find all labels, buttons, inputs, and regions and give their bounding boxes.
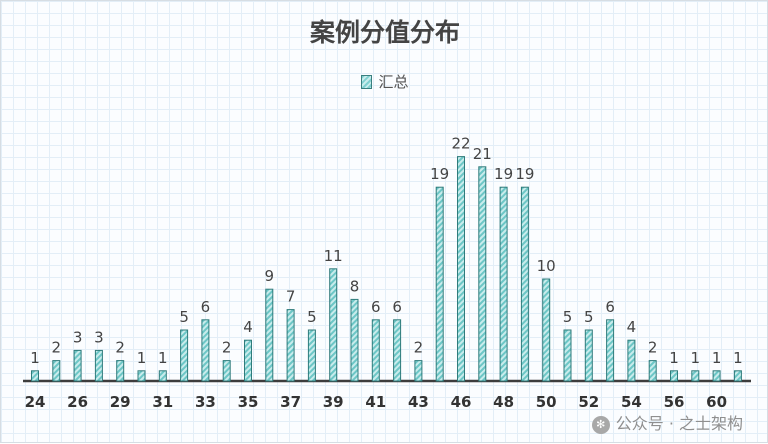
bar-29[interactable] (116, 360, 125, 382)
x-tick-label-41: 41 (365, 393, 386, 411)
bar-37[interactable] (286, 309, 295, 382)
data-label-29: 2 (115, 339, 125, 357)
bar-61[interactable] (733, 370, 742, 382)
bar-39[interactable] (329, 268, 338, 382)
bar-33[interactable] (201, 319, 210, 382)
bar-41[interactable] (371, 319, 380, 382)
legend-label: 汇总 (378, 73, 409, 91)
bar-55[interactable] (648, 360, 657, 382)
data-label-48: 19 (494, 165, 513, 183)
data-label-61: 1 (733, 349, 743, 367)
data-label-25: 2 (52, 339, 62, 357)
data-label-46: 22 (451, 135, 470, 153)
data-label-36: 9 (265, 267, 275, 285)
bar-49[interactable] (520, 186, 529, 382)
x-tick-label-52: 52 (578, 393, 599, 411)
data-label-60: 1 (712, 349, 722, 367)
bar-35[interactable] (244, 339, 252, 382)
bar-47[interactable] (478, 166, 487, 382)
bar-43[interactable] (414, 360, 423, 382)
x-tick-label-39: 39 (323, 393, 344, 411)
bar-48[interactable] (499, 186, 508, 382)
data-label-43: 2 (414, 339, 424, 357)
watermark-logo-icon: ✻ (591, 416, 610, 434)
data-label-50: 10 (537, 257, 556, 275)
bar-26[interactable] (73, 349, 82, 382)
bar-31[interactable] (158, 370, 167, 382)
data-label-41: 6 (371, 298, 381, 316)
bar-52[interactable] (584, 329, 593, 382)
data-label-37: 7 (286, 288, 296, 306)
x-tick-label-33: 33 (195, 393, 216, 411)
bar-46[interactable] (457, 156, 465, 382)
data-label-39: 11 (324, 247, 343, 265)
x-tick-label-56: 56 (664, 393, 685, 411)
bar-30[interactable] (137, 370, 146, 382)
bar-53[interactable] (606, 319, 615, 382)
data-label-42: 6 (392, 298, 402, 316)
x-tick-label-24: 24 (25, 393, 46, 411)
data-label-34: 2 (222, 339, 232, 357)
bar-32[interactable] (180, 329, 189, 382)
data-label-40: 8 (350, 277, 360, 295)
data-label-31: 1 (158, 349, 168, 367)
data-label-24: 1 (30, 349, 40, 367)
bar-51[interactable] (563, 329, 572, 382)
x-tick-label-35: 35 (238, 393, 259, 411)
data-label-28: 3 (94, 328, 104, 346)
data-label-58: 1 (691, 349, 701, 367)
bar-38[interactable] (307, 329, 316, 382)
bar-50[interactable] (542, 278, 551, 382)
bar-45[interactable] (435, 186, 444, 382)
x-tick-label-29: 29 (110, 393, 131, 411)
x-tick-label-31: 31 (152, 393, 173, 411)
data-label-52: 5 (584, 308, 594, 326)
x-tick-label-48: 48 (493, 393, 514, 411)
data-label-47: 21 (473, 145, 492, 163)
legend-swatch (361, 75, 373, 89)
data-label-33: 6 (201, 298, 211, 316)
data-label-49: 19 (515, 165, 534, 183)
bar-54[interactable] (627, 339, 636, 382)
bar-36[interactable] (265, 288, 274, 382)
data-label-45: 19 (430, 165, 449, 183)
x-tick-label-37: 37 (280, 393, 301, 411)
x-tick-label-50: 50 (536, 393, 557, 411)
bar-56[interactable] (670, 370, 678, 382)
data-label-38: 5 (307, 308, 317, 326)
bar-24[interactable] (31, 370, 39, 382)
bar-58[interactable] (691, 370, 700, 382)
data-label-53: 6 (605, 298, 615, 316)
data-label-54: 4 (627, 318, 637, 336)
legend[interactable]: 汇总 (1, 71, 768, 92)
watermark-text: 公众号 · 之士架构 (615, 414, 743, 433)
x-tick-label-26: 26 (67, 393, 88, 411)
data-label-30: 1 (137, 349, 147, 367)
bar-34[interactable] (222, 360, 231, 382)
bar-25[interactable] (52, 360, 61, 382)
bar-42[interactable] (393, 319, 402, 382)
data-label-51: 5 (563, 308, 573, 326)
watermark: ✻ 公众号 · 之士架构 (591, 410, 743, 434)
bar-28[interactable] (94, 349, 103, 382)
data-label-26: 3 (73, 328, 83, 346)
x-tick-label-54: 54 (621, 393, 642, 411)
x-tick-label-43: 43 (408, 393, 429, 411)
chart-title: 案例分值分布 (309, 18, 460, 47)
bar-60[interactable] (712, 370, 721, 382)
data-label-32: 5 (179, 308, 189, 326)
x-tick-label-46: 46 (451, 393, 472, 411)
data-label-55: 2 (648, 339, 658, 357)
bar-40[interactable] (350, 298, 359, 382)
data-label-35: 4 (243, 318, 253, 336)
x-tick-label-60: 60 (706, 393, 727, 411)
data-label-56: 1 (669, 349, 679, 367)
